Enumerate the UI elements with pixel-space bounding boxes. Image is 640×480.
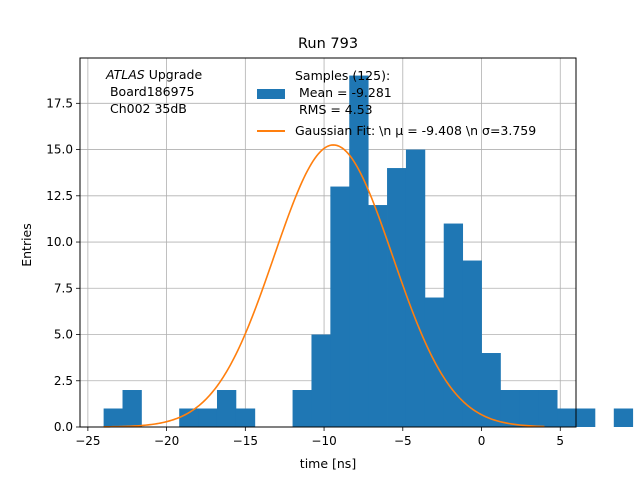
histogram-bar (103, 408, 123, 427)
y-tick-label: 2.5 (54, 374, 73, 388)
legend-histogram-line-1: Samples (125): (295, 68, 390, 83)
histogram-bar (349, 75, 369, 428)
histogram-bar (538, 390, 558, 427)
histogram-bar (235, 408, 256, 427)
y-tick-label: 17.5 (46, 96, 73, 110)
legend-histogram-line-3: RMS = 4.53 (295, 102, 373, 117)
y-axis-ticks: 0.0 2.5 5.0 7.5 10.0 12.5 15.0 17.5 (46, 96, 80, 434)
gaussian-fit (103, 144, 545, 428)
x-tick-label: −20 (154, 434, 179, 448)
histogram-bar (292, 390, 312, 427)
y-tick-label: 5.0 (54, 328, 73, 342)
plot-frame (79, 57, 577, 428)
legend-fit-label: Gaussian Fit: \n μ = -9.408 \n σ=3.759 (295, 123, 536, 138)
histogram-bar (330, 186, 350, 427)
histogram-bar (216, 390, 237, 427)
histogram-bar (500, 390, 520, 427)
histogram-bar (405, 149, 426, 427)
legend-histogram-line-2: Mean = -9.281 (295, 85, 392, 100)
annotation-line-3: Ch002 35dB (106, 101, 187, 116)
legend: Samples (125): Mean = -9.281 RMS = 4.53 … (257, 68, 536, 138)
histogram-bar (122, 390, 142, 427)
y-axis-label: Entries (19, 223, 34, 267)
annotation-line-1: ATLAS Upgrade (105, 67, 202, 82)
x-tick-label: −25 (75, 434, 100, 448)
histogram-bar (311, 334, 331, 427)
annotation-upgrade: Upgrade (145, 67, 203, 82)
histogram-bar (613, 408, 634, 427)
annotation: ATLAS Upgrade Board186975 Ch002 35dB (105, 67, 202, 116)
x-axis-label: time [ns] (300, 456, 356, 471)
annotation-atlas: ATLAS (105, 67, 145, 82)
annotation-line-2: Board186975 (106, 84, 194, 99)
histogram-bar (519, 390, 539, 427)
x-tick-label: 0 (478, 434, 486, 448)
legend-histogram-swatch (257, 89, 285, 99)
x-tick-label: −15 (233, 434, 258, 448)
histogram-bar (481, 353, 501, 427)
y-tick-label: 0.0 (54, 420, 73, 434)
chart-title: Run 793 (298, 36, 358, 52)
histogram-bar (557, 408, 577, 427)
histogram-bar (179, 408, 199, 427)
histogram-bar (443, 223, 464, 427)
x-tick-label: −5 (394, 434, 412, 448)
y-tick-label: 15.0 (46, 143, 73, 157)
histogram-bar (576, 408, 596, 427)
histogram-bar (198, 408, 218, 427)
x-axis-ticks: −25 −20 −15 −10 −5 0 5 (75, 427, 564, 448)
y-tick-label: 7.5 (54, 281, 73, 295)
x-tick-label: −10 (311, 434, 336, 448)
histogram-bar (387, 168, 407, 428)
gaussian-fit-line (103, 144, 545, 428)
histogram-bars (103, 75, 634, 428)
y-tick-label: 10.0 (46, 235, 73, 249)
histogram-bar (368, 205, 388, 427)
y-tick-label: 12.5 (46, 189, 73, 203)
histogram-bar (462, 260, 482, 427)
x-tick-label: 5 (556, 434, 564, 448)
